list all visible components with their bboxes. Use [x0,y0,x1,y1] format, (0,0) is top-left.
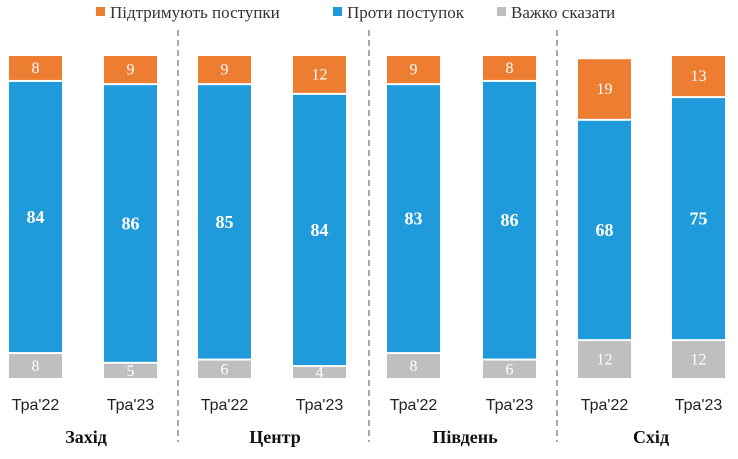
support-segment [9,56,62,80]
data-label-hard: 12 [691,352,707,369]
data-label-support: 9 [127,62,135,79]
x-tick-label: Тра'23 [675,397,723,414]
x-tick-label: Тра'22 [390,397,438,414]
legend-label-2: Проти поступок [347,3,465,22]
data-label-support: 9 [410,62,418,79]
against-segment [672,98,725,340]
hard-to-say-segment [387,354,440,378]
region-labels: Захід Центр Південь Схід [65,427,669,447]
data-label-support: 12 [312,66,328,83]
hard-to-say-segment [672,341,725,378]
against-segment [293,94,346,366]
against-segment [9,81,62,353]
data-label-hard: 12 [597,352,613,369]
hard-to-say-segment [9,354,62,378]
region-label: Захід [65,427,107,447]
region-label: Схід [633,427,669,447]
support-segment [672,56,725,97]
hard-to-say-segment [483,360,536,378]
data-label-against: 83 [405,209,423,229]
data-label-support: 19 [597,81,613,98]
legend: Підтримують поступки Проти поступок Важко … [96,3,615,22]
data-label-hard: 8 [410,358,418,375]
data-label-support: 8 [32,60,40,77]
group-dividers [177,30,558,442]
data-label-hard: 5 [127,363,135,380]
x-tick-labels: Тра'22 Тра'23 Тра'22 Тра'23 Тра'22 Тра'23 Тра'… [12,397,723,414]
support-segment [104,56,157,84]
support-segment [198,56,251,84]
legend-swatch-2 [333,7,342,16]
data-label-against: 75 [690,209,708,229]
data-label-support: 8 [506,60,514,77]
legend-swatch-3 [497,7,506,16]
data-label-hard: 6 [506,361,514,378]
against-segment [104,85,157,362]
data-label-hard: 8 [32,358,40,375]
against-segment [198,85,251,359]
support-segment [483,56,536,80]
x-tick-label: Тра'22 [12,397,60,414]
against-segment [387,85,440,353]
legend-swatch-1 [96,7,105,16]
legend-label-1: Підтримують поступки [110,3,280,22]
hard-to-say-segment [293,367,346,378]
support-segment [387,56,440,84]
x-tick-label: Тра'22 [201,397,249,414]
data-label-against: 84 [27,207,45,227]
support-segment [293,56,346,93]
support-segment [578,59,631,119]
x-tick-label: Тра'23 [107,397,155,414]
data-label-support: 9 [221,62,229,79]
data-label-against: 85 [216,212,234,232]
x-tick-label: Тра'23 [296,397,344,414]
against-segment [578,120,631,340]
region-label: Центр [249,427,300,447]
data-label-hard: 4 [316,365,324,382]
legend-label-3: Важко сказати [511,3,615,22]
x-tick-label: Тра'23 [486,397,534,414]
data-label-against: 68 [596,220,614,240]
hard-to-say-segment [104,363,157,378]
data-label-against: 84 [311,220,329,240]
hard-to-say-segment [198,360,251,378]
data-label-hard: 6 [221,361,229,378]
data-label-against: 86 [501,210,519,230]
region-label: Південь [432,427,498,447]
data-label-support: 13 [691,68,707,85]
hard-to-say-segment [578,341,631,378]
x-tick-label: Тра'22 [581,397,629,414]
against-segment [483,81,536,359]
data-label-against: 86 [122,213,140,233]
